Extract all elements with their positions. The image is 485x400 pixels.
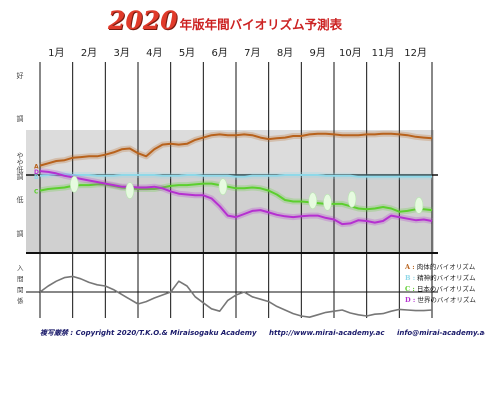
event-marker — [347, 190, 357, 208]
event-marker — [323, 194, 332, 211]
relations-axis-label: 入 — [17, 264, 24, 272]
month-label: 4月 — [146, 47, 162, 59]
title-text: 年版年間バイオリズム予測表 — [179, 17, 343, 32]
event-marker — [70, 176, 79, 193]
legend-item-D: D : 世界のバイオリズム — [405, 295, 476, 306]
month-label: 5月 — [179, 47, 195, 59]
event-marker — [218, 178, 228, 195]
y-axis-label: 好 — [16, 71, 24, 80]
legend-key: B : — [405, 274, 416, 282]
legend-key: C : — [405, 285, 415, 293]
month-label: 7月 — [244, 47, 260, 59]
series-line-B — [39, 173, 432, 178]
month-label: 3月 — [113, 47, 129, 59]
month-label: 2月 — [81, 47, 97, 59]
relations-axis-label: 関 — [17, 286, 24, 294]
series-line-A — [39, 132, 433, 167]
y-axis-label: やや低調 — [16, 152, 24, 181]
relations-axis-label: 係 — [17, 296, 24, 305]
title-year: 2020 — [108, 6, 178, 35]
legend-label: 世界のバイオリズム — [417, 296, 476, 304]
legend: A : 肉体的バイオリズム B : 精神的バイオリズム C : 日本のバイオリズム D :世… — [405, 262, 476, 306]
month-label: 9月 — [309, 47, 325, 59]
footer-url[interactable]: http://www.mirai-academy.ac — [269, 329, 385, 337]
good-zone-band — [26, 60, 434, 130]
series-start-label-C: C — [34, 189, 39, 196]
event-marker — [414, 197, 424, 214]
legend-item-C: C : 日本のバイオリズム — [405, 284, 476, 295]
month-label: 10月 — [339, 47, 362, 59]
month-label: 11月 — [372, 47, 395, 59]
y-axis-label: 調 — [16, 229, 24, 238]
series-start-label-A: A — [34, 164, 39, 171]
legend-label: 精神的バイオリズム — [417, 274, 476, 282]
y-axis-label: 調 — [16, 114, 24, 123]
legend-label: 日本のバイオリズム — [416, 285, 476, 293]
legend-key: D : — [405, 296, 416, 304]
legend-item-B: B : 精神的バイオリズム — [405, 273, 476, 284]
series-start-label-D: D — [34, 169, 39, 176]
legend-label: 肉体的バイオリズム — [416, 263, 476, 271]
footer-copyright: 複写厳禁 : Copyright 2020/T.K.O.& Miraisogak… — [40, 329, 257, 337]
month-label: 8月 — [277, 47, 293, 59]
month-label: 1月 — [48, 47, 64, 59]
y-axis-label: 低 — [16, 195, 24, 204]
series-start-label-B: B — [34, 174, 39, 181]
month-label: 12月 — [404, 47, 427, 59]
series-line-D — [39, 170, 433, 226]
footer: 複写厳禁 : Copyright 2020/T.K.O.& Miraisogak… — [40, 328, 485, 338]
slightly-low-zone-band — [26, 130, 434, 175]
chart-title: 2020 年版年間バイオリズム予測表 — [108, 6, 342, 35]
relations-axis-label: 間 — [17, 275, 24, 283]
event-marker — [125, 182, 135, 199]
interpersonal-line — [39, 275, 433, 319]
legend-key: A : — [405, 263, 415, 271]
month-label: 6月 — [211, 47, 227, 59]
legend-item-A: A : 肉体的バイオリズム — [405, 262, 476, 273]
footer-email[interactable]: info@mirai-academy.ac — [396, 329, 485, 337]
event-marker — [308, 192, 318, 210]
